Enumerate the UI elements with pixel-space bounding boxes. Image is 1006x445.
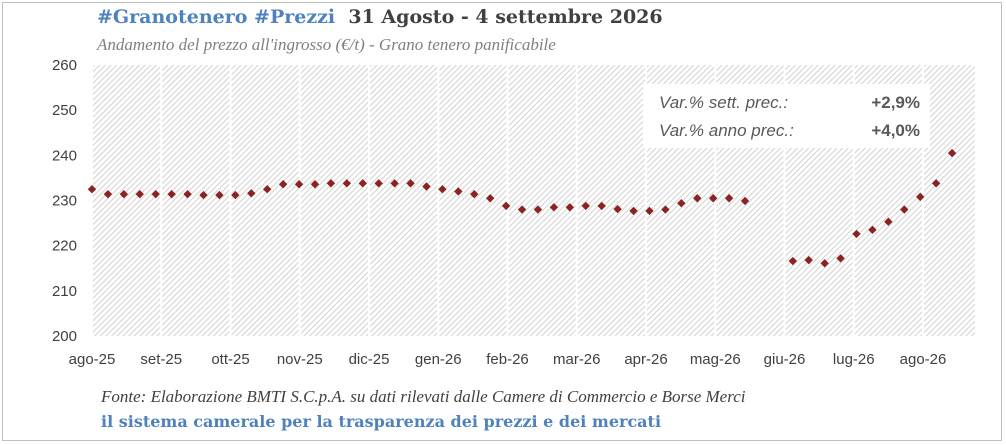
y-tick-label: 250: [52, 102, 77, 119]
data-point: [900, 205, 909, 214]
data-point: [549, 203, 559, 212]
x-tick-label: ott-25: [211, 351, 249, 368]
data-point: [597, 201, 606, 211]
data-point: [247, 189, 256, 198]
y-tick-label: 200: [52, 328, 77, 345]
x-tick-label: nov-25: [277, 351, 323, 368]
data-point: [693, 194, 702, 203]
data-point: [390, 179, 399, 188]
source-note: Fonte: Elaborazione BMTI S.C.p.A. su dat…: [101, 387, 746, 406]
data-point: [342, 179, 352, 188]
title-hashtags: #Granotenero #Prezzi: [97, 6, 336, 28]
x-axis-ticks: ago-25 set-25 ott-25 nov-25 dic-25 gen-26 feb-…: [69, 351, 947, 368]
data-point: [677, 199, 686, 208]
data-point: [422, 182, 431, 191]
y-tick-label: 260: [52, 57, 77, 74]
data-point: [374, 179, 383, 188]
yearly-variation-value: +4,0%: [871, 121, 920, 140]
data-point: [87, 185, 97, 194]
variation-box: Var.% sett. prec.: +2,9% Var.% anno prec…: [643, 84, 930, 148]
data-point: [167, 189, 176, 199]
data-point: [438, 185, 447, 194]
data-point: [485, 194, 495, 203]
data-point: [294, 180, 304, 189]
data-point: [533, 205, 543, 214]
weekly-variation-label: Var.% sett. prec.:: [659, 93, 788, 112]
chart-title: #Granotenero #Prezzi 31 Agosto - 4 sette…: [97, 6, 663, 28]
data-point: [820, 259, 829, 268]
data-point: [119, 189, 129, 199]
x-tick-label: ago-25: [69, 351, 116, 368]
y-tick-label: 220: [52, 238, 77, 255]
x-tick-label: apr-26: [624, 351, 667, 368]
data-point: [199, 190, 208, 200]
x-tick-label: feb-26: [486, 351, 529, 368]
data-point: [358, 179, 367, 188]
data-point: [947, 148, 957, 158]
weekly-variation-value: +2,9%: [871, 93, 920, 112]
data-point: [836, 254, 845, 263]
data-point: [804, 255, 813, 265]
data-point: [868, 225, 877, 235]
x-tick-label: giu-26: [764, 351, 806, 368]
data-point: [326, 179, 336, 188]
data-point: [151, 189, 160, 199]
data-point: [724, 194, 734, 203]
data-point: [406, 179, 415, 188]
y-tick-label: 210: [52, 283, 77, 300]
data-point: [501, 201, 511, 211]
data-point: [215, 190, 224, 200]
data-point: [517, 205, 527, 214]
data-point: [103, 189, 113, 199]
data-point: [581, 201, 590, 211]
data-point: [931, 179, 941, 188]
data-point: [708, 194, 718, 203]
price-series: [87, 148, 957, 268]
x-tick-label: set-25: [140, 351, 182, 368]
y-axis-ticks: 200 210 220 230 240 250 260: [52, 57, 77, 345]
data-point: [916, 192, 925, 202]
data-point: [135, 189, 144, 199]
data-point: [470, 189, 479, 199]
data-point: [661, 205, 670, 214]
x-tick-label: lug-26: [833, 351, 875, 368]
data-point: [884, 217, 893, 226]
yearly-variation-label: Var.% anno prec.:: [659, 121, 794, 140]
data-point: [183, 189, 192, 199]
data-point: [645, 206, 654, 216]
data-point: [629, 206, 638, 216]
y-tick-label: 230: [52, 193, 77, 210]
data-point: [565, 203, 575, 212]
x-tick-label: mar-26: [553, 351, 601, 368]
variation-box-bg: [643, 84, 930, 148]
x-tick-label: dic-25: [349, 351, 390, 368]
data-point: [613, 204, 622, 214]
data-point: [740, 196, 750, 206]
data-point: [310, 180, 320, 189]
x-tick-label: mag-26: [690, 351, 741, 368]
chart-subtitle: Andamento del prezzo all'ingrosso (€/t) …: [97, 35, 556, 54]
tagline: il sistema camerale per la trasparenza d…: [101, 412, 662, 431]
data-point: [263, 185, 272, 194]
x-tick-label: gen-26: [415, 351, 462, 368]
data-point: [231, 190, 240, 200]
y-tick-label: 240: [52, 147, 77, 164]
data-point: [278, 180, 288, 189]
x-tick-label: ago-26: [900, 351, 947, 368]
title-period: 31 Agosto - 4 settembre 2026: [348, 6, 663, 28]
data-point: [852, 229, 861, 239]
data-point: [454, 187, 463, 196]
data-point: [788, 256, 798, 266]
